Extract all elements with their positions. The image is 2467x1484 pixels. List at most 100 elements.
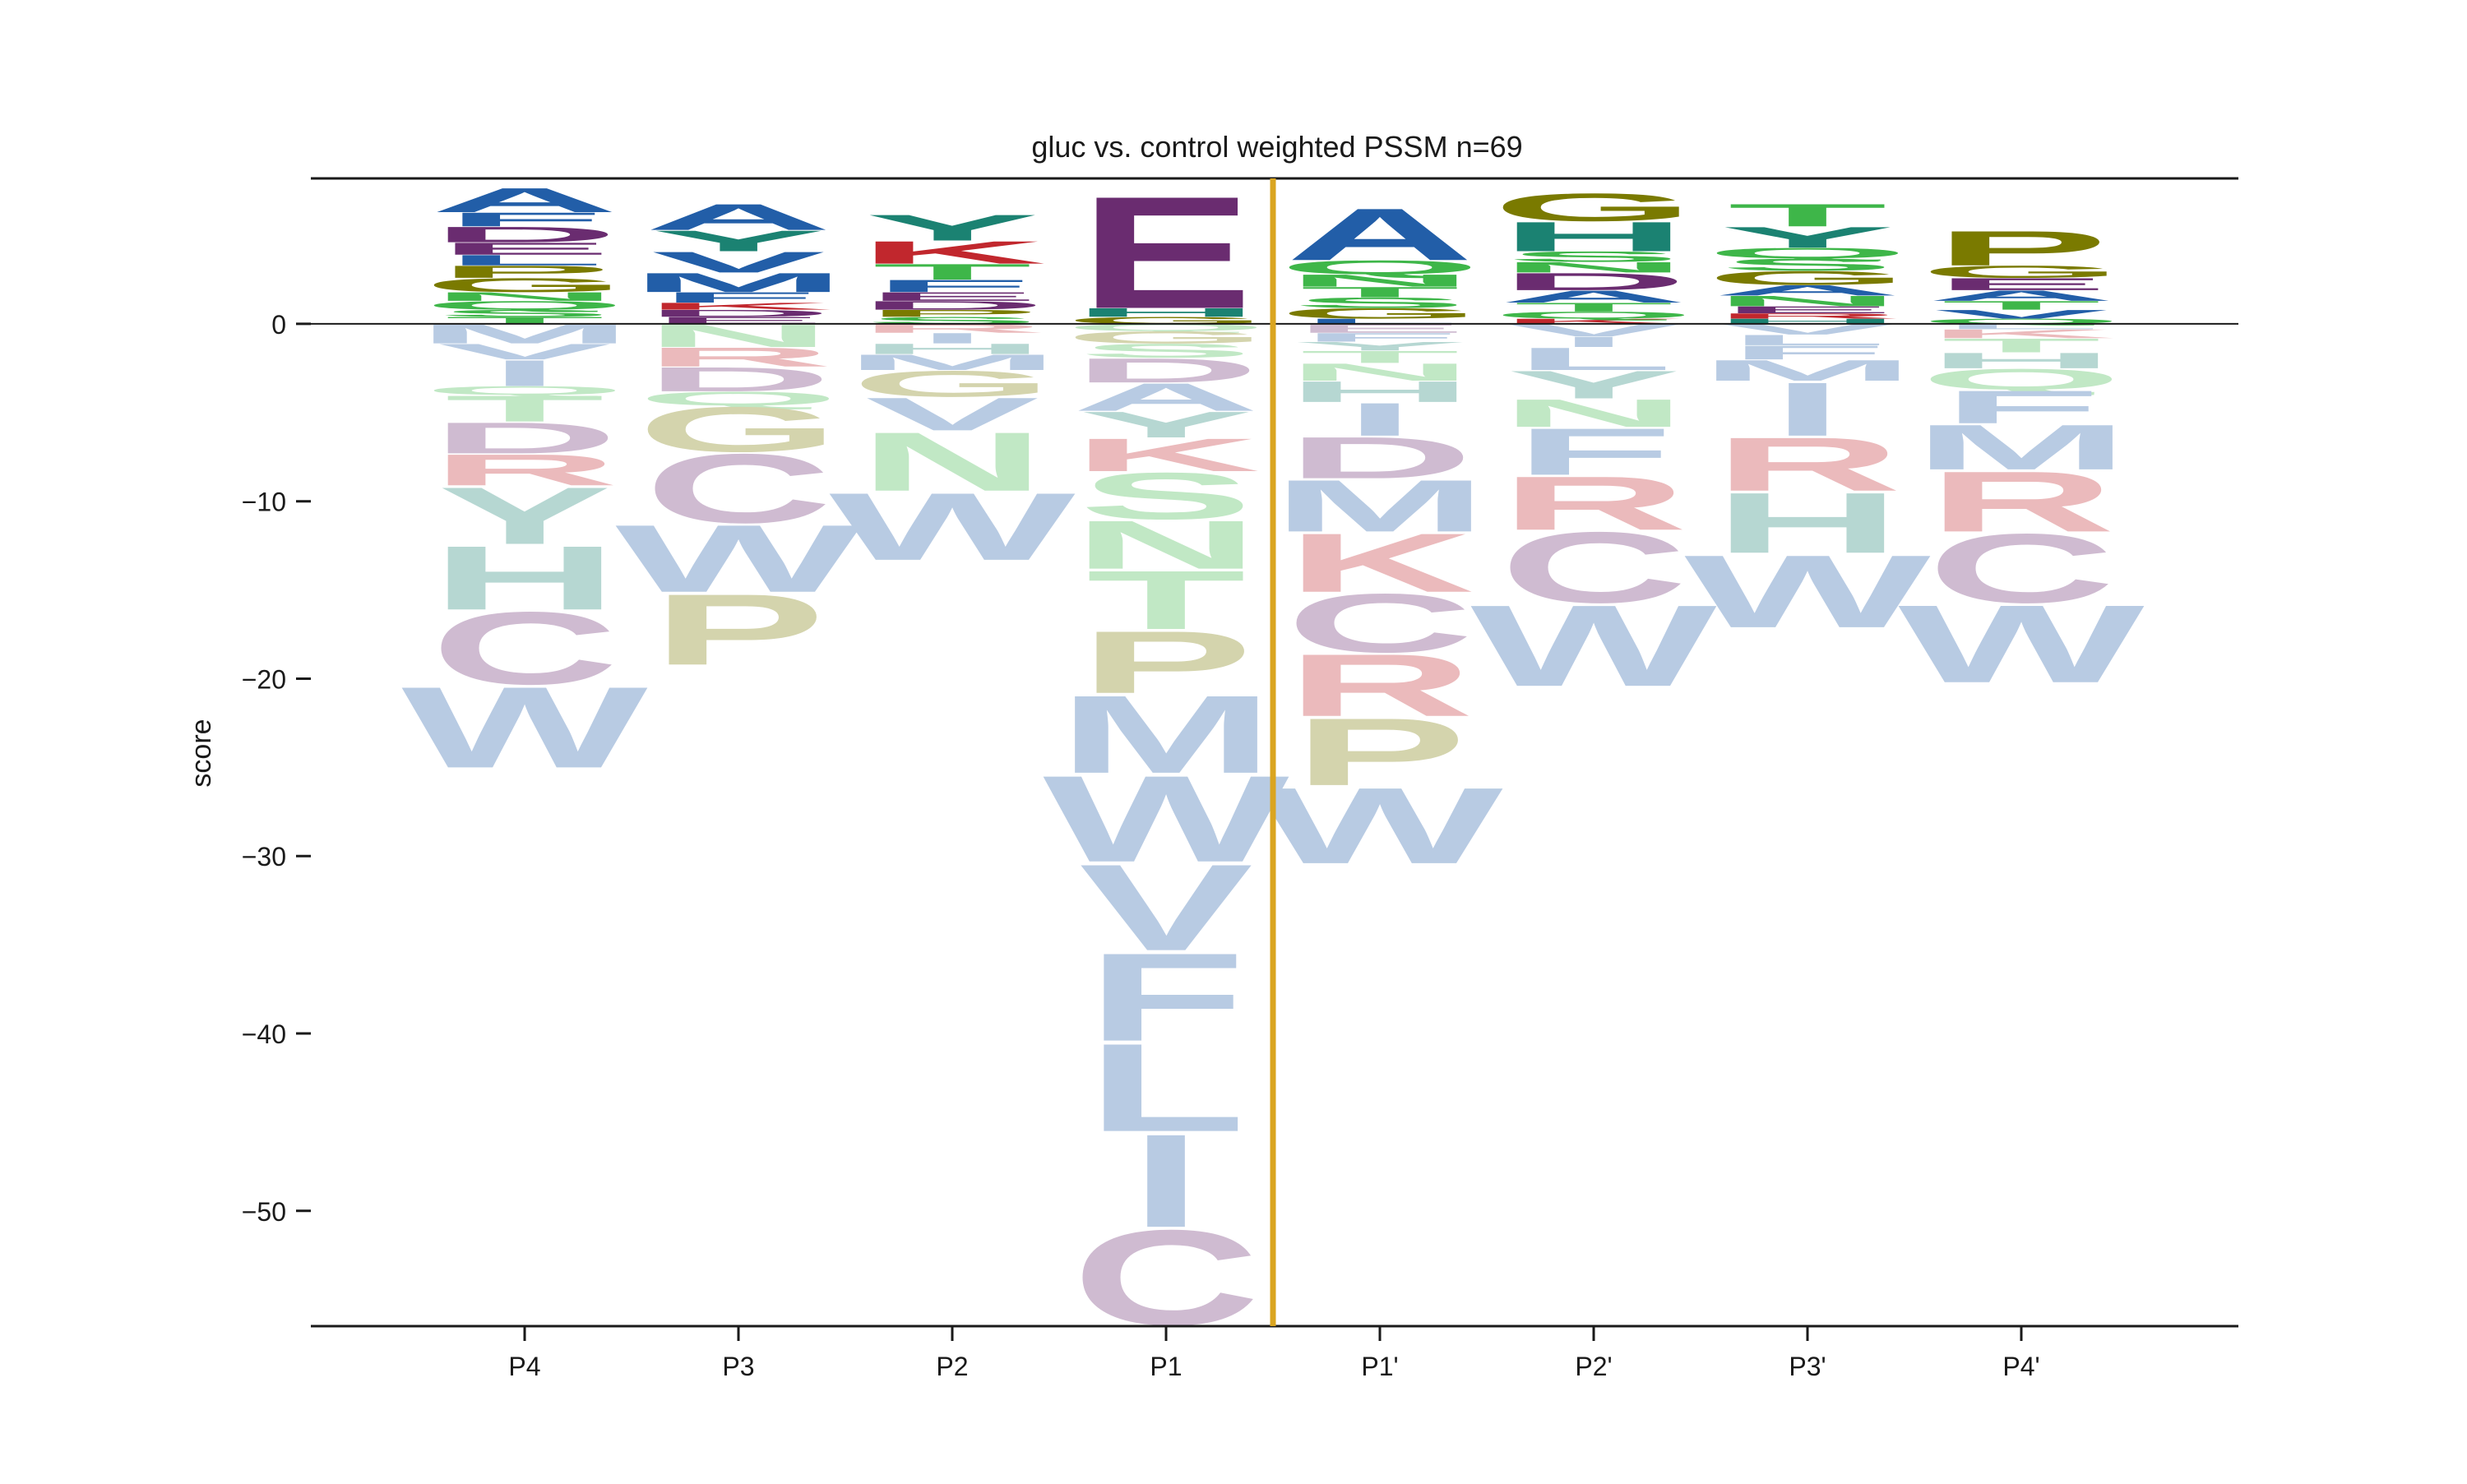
logo-letter-p4prime-neg-0: L	[1942, 322, 2101, 331]
logo-letter-p1prime-neg-1: F	[1300, 331, 1460, 344]
logo-letter-p3-neg-4: G	[637, 394, 840, 465]
logo-letter-p3prime-neg-7: W	[1684, 534, 1931, 650]
logo-letter-p1-neg-5: Y	[1079, 404, 1253, 445]
logo-letter-p2-pos-4: F	[872, 276, 1032, 295]
x-tick-label: P1	[1150, 1352, 1182, 1381]
logo-letter-p1-neg-14: F	[1086, 927, 1246, 1067]
logo-letter-p1prime-pos-1: G	[1279, 305, 1482, 321]
logo-letter-p1prime-neg-6: I	[1344, 394, 1416, 446]
logo-letter-p1prime-neg-5: H	[1285, 375, 1474, 408]
logo-letter-p4-neg-10: W	[401, 663, 648, 792]
logo-letter-p2-pos-1: P	[865, 307, 1039, 318]
logo-letter-p2-neg-2: H	[858, 340, 1046, 357]
y-axis-label: score	[186, 719, 217, 787]
logo-letter-p4prime-pos-4: E	[1934, 275, 2108, 294]
logo-letter-p1prime-neg-11: R	[1285, 636, 1474, 735]
logo-letter-p1prime-neg-4: N	[1285, 358, 1474, 386]
logo-letter-p1-neg-3: D	[1072, 351, 1260, 390]
logo-letter-p2prime-pos-3: A	[1499, 287, 1687, 306]
logo-letter-p1-neg-13: V	[1079, 839, 1253, 977]
logo-letter-p4prime-neg-2: T	[1942, 335, 2101, 357]
logo-letter-p4-pos-9: F	[445, 209, 604, 231]
logo-letter-p1-neg-9: T	[1086, 553, 1246, 647]
logo-letter-p3prime-pos-8: Y	[1720, 221, 1895, 254]
logo-letter-p2prime-pos-8: G	[1493, 186, 1696, 229]
logo-letter-p3-neg-5: C	[644, 433, 832, 543]
logo-letter-p4-pos-10: A	[430, 181, 618, 220]
logo-letter-p1-neg-10: P	[1079, 613, 1253, 712]
logo-letter-p1prime-pos-0: L	[1300, 317, 1460, 326]
logo-letter-p3-pos-4: M	[630, 267, 847, 298]
logo-letter-p3prime-pos-9: T	[1728, 197, 1887, 233]
x-tick-label: P3'	[1789, 1352, 1826, 1381]
logo-letter-p1-neg-6: K	[1072, 429, 1260, 481]
logo-letter-p1-neg-0: Q	[1065, 322, 1268, 333]
logo-letter-p2-neg-0: R	[858, 321, 1046, 335]
logo-letter-p3prime-pos-7: Q	[1706, 245, 1909, 261]
logo-letter-p3-pos-2: K	[644, 301, 832, 312]
logo-letter-p2prime-pos-0: K	[1499, 317, 1687, 326]
logo-letter-p4prime-neg-5: F	[1942, 381, 2101, 433]
logo-letter-p3-pos-7: A	[644, 196, 832, 238]
logo-letter-p2-neg-3: M	[844, 350, 1061, 375]
logo-letter-p4-pos-5: P	[437, 262, 612, 281]
logo-letter-p4prime-pos-6: P	[1934, 221, 2108, 276]
logo-letter-p1-neg-7: S	[1079, 459, 1253, 534]
logo-letter-p1prime-neg-10: C	[1285, 576, 1474, 670]
y-tick-label: −10	[242, 488, 286, 517]
logo-letter-p3-neg-1: R	[644, 342, 832, 372]
logo-letter-p3-neg-6: W	[615, 505, 862, 613]
logo-letter-p4-pos-2: Q	[424, 298, 627, 312]
logo-letter-p3-pos-5: V	[651, 246, 826, 279]
logo-letter-p2prime-neg-3: Y	[1507, 363, 1681, 406]
logo-letter-p1-neg-12: W	[1043, 750, 1289, 888]
x-tick-label: P2	[936, 1352, 968, 1381]
y-tick-label: −20	[242, 664, 286, 694]
logo-letter-p4prime-neg-3: H	[1927, 348, 2115, 372]
logo-letter-p4-pos-4: G	[424, 274, 627, 296]
logo-letter-p4prime-pos-3: A	[1927, 288, 2115, 304]
logo-letter-p4-neg-8: H	[430, 527, 618, 629]
logo-letter-p4-neg-9: C	[430, 591, 618, 706]
logo-letter-p1prime-pos-6: A	[1285, 193, 1474, 275]
chart-title: gluc vs. control weighted PSSM n=69	[1031, 130, 1522, 164]
logo-letter-p4prime-neg-7: R	[1927, 454, 2115, 550]
logo-letter-p2prime-pos-6: S	[1507, 248, 1681, 265]
logo-letter-p3-neg-2: D	[644, 360, 832, 399]
logo-letter-p3prime-pos-2: E	[1720, 304, 1895, 315]
logo-letter-p3prime-pos-4: A	[1713, 282, 1901, 298]
logo-letter-p1prime-neg-13: W	[1257, 765, 1502, 886]
logo-letter-p3-pos-1: D	[644, 307, 832, 318]
logo-letter-p2prime-neg-2: L	[1514, 341, 1673, 377]
logo-letter-p2prime-pos-7: H	[1499, 213, 1687, 260]
logo-letter-p4-pos-8: D	[430, 222, 618, 247]
logo-letter-p1-neg-2: S	[1079, 340, 1253, 362]
logo-letter-p4prime-pos-5: G	[1920, 262, 2123, 281]
logo-letter-p4-pos-6: L	[445, 252, 604, 268]
logo-letter-p2prime-neg-1: I	[1557, 334, 1630, 350]
logo-letter-p3prime-neg-5: R	[1713, 421, 1901, 506]
x-tick-label: P2'	[1575, 1352, 1612, 1381]
logo-letter-p4-neg-6: R	[430, 446, 618, 495]
y-tick-label: 0	[271, 310, 286, 340]
logo-letter-p2prime-neg-5: F	[1514, 414, 1673, 489]
logo-letter-p4-neg-2: I	[488, 353, 561, 394]
logo-letter-p4-neg-3: Q	[424, 384, 627, 398]
logo-letter-p3prime-neg-4: I	[1771, 367, 1844, 452]
logo-letter-p2prime-neg-7: C	[1499, 511, 1687, 623]
logo-letter-p1prime-neg-8: M	[1271, 465, 1488, 547]
logo-letter-p2-neg-6: N	[858, 415, 1046, 509]
logo-letter-p2prime-neg-0: V	[1507, 321, 1681, 340]
logo-letter-p3-neg-7: P	[651, 573, 826, 686]
y-tick-label: −50	[242, 1197, 286, 1227]
logo-letter-p3-pos-3: F	[659, 289, 818, 306]
x-tick-label: P1'	[1361, 1352, 1398, 1381]
logo-letter-p2-pos-6: K	[858, 234, 1046, 270]
logo-letter-p2prime-pos-4: D	[1499, 268, 1687, 296]
logo-letter-p4-neg-1: V	[437, 340, 612, 364]
logo-letter-p1prime-neg-12: P	[1293, 698, 1467, 806]
logo-letter-p3-neg-3: Q	[637, 387, 840, 409]
logo-letter-p3prime-neg-3: M	[1699, 354, 1916, 386]
logo-letter-p1prime-pos-3: T	[1300, 284, 1460, 300]
logo-letter-p4prime-neg-4: Q	[1920, 363, 2123, 395]
